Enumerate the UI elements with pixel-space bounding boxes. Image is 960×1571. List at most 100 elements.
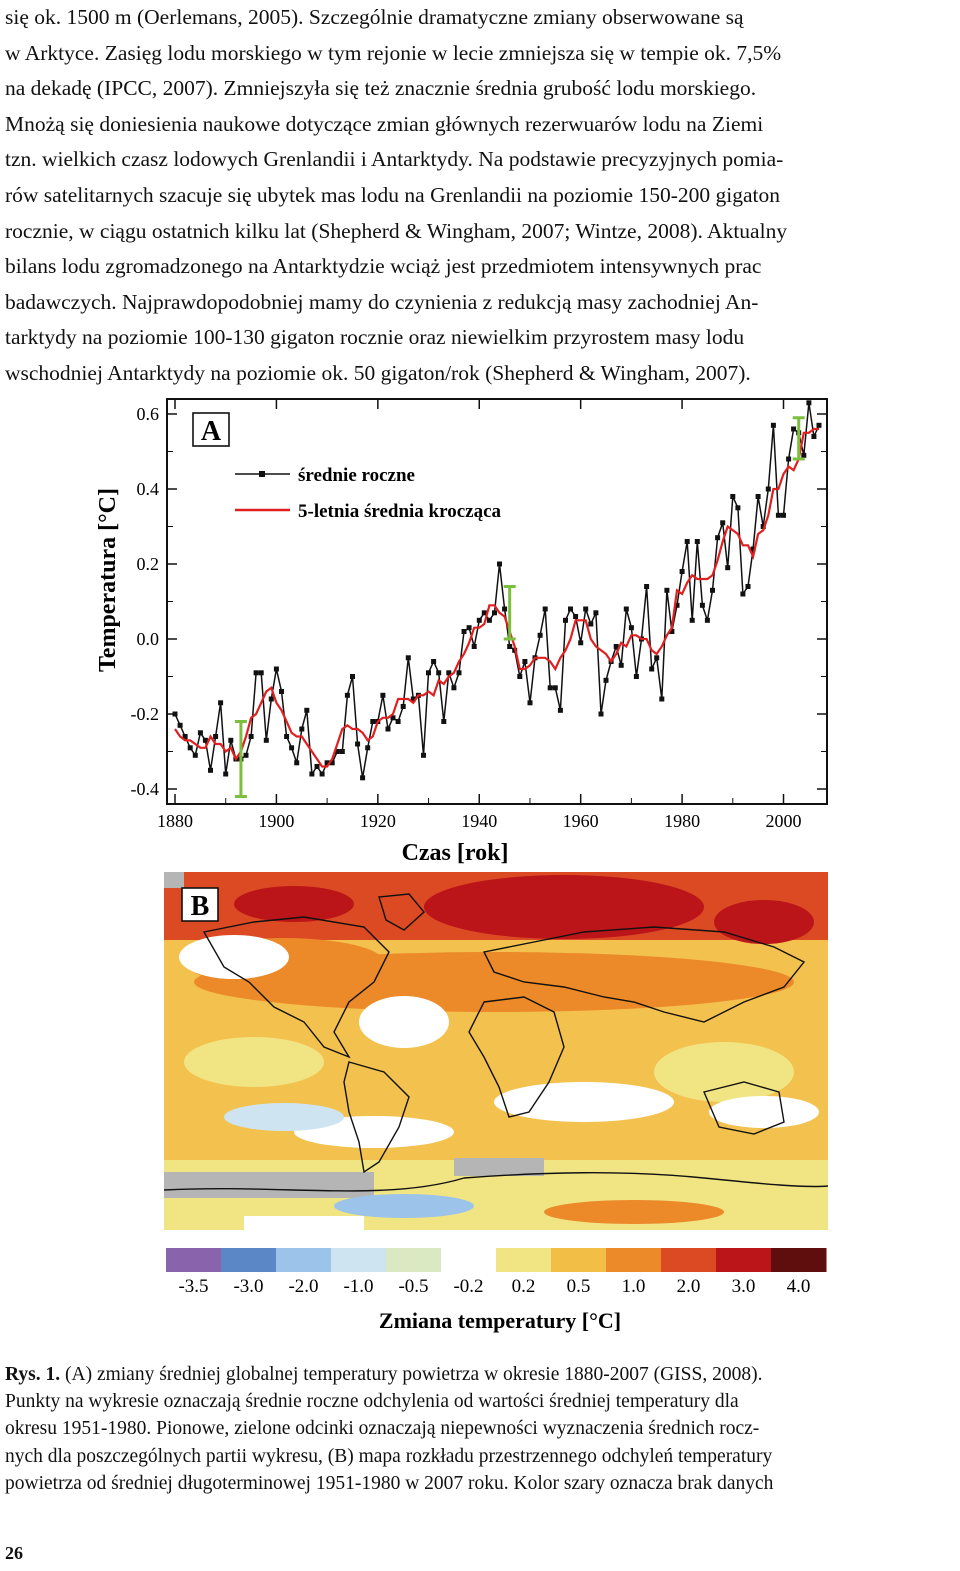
annual-point (268, 696, 274, 702)
colorbar: -3.5 -3.0 -2.0 -1.0 -0.5 -0.2 0.2 0.5 1.0 2.0 3.0 4… (166, 1248, 827, 1333)
annual-point (486, 617, 492, 623)
colorbar-tick-label: -0.2 (453, 1276, 483, 1297)
colorbar-cell (166, 1248, 222, 1272)
annual-point (370, 719, 376, 724)
annual-point (568, 606, 573, 612)
annual-point (456, 670, 462, 676)
series-moving-average-line (174, 427, 819, 768)
annual-point (294, 760, 300, 766)
colorbar-cell (276, 1248, 332, 1272)
annual-point (350, 674, 355, 679)
colorbar-tick-label: 4.0 (787, 1276, 811, 1297)
x-tick-label: 2000 (766, 811, 802, 831)
annual-point (395, 719, 401, 724)
annual-point (816, 422, 822, 428)
outline-eurasia (482, 926, 806, 1023)
outline-greenland (378, 893, 425, 931)
caption-line: okresu 1951-1980. Pionowe, zielone odcin… (5, 1418, 760, 1440)
annual-point (410, 696, 416, 702)
body-line: bilans lodu zgromadzonego na Antarktydzi… (5, 254, 762, 279)
y-tick-label: -0.2 (131, 704, 160, 724)
annual-point (730, 494, 736, 499)
annual-point (618, 662, 624, 668)
x-tick-label: 1920 (360, 811, 396, 831)
annual-point (628, 625, 634, 631)
region-antarctic-no-data (164, 1172, 374, 1198)
annual-point (497, 561, 502, 567)
region-siberia-warming (424, 875, 704, 939)
body-line: na dekadę (IPCC, 2007). Zmniejszyła się … (5, 76, 757, 101)
figure-caption: Rys. 1. (A) zmiany średniej globalnej te… (5, 1361, 953, 1497)
annual-point (324, 760, 330, 766)
annual-point (613, 644, 619, 649)
annual-point (669, 629, 675, 634)
region-east-warming (714, 900, 814, 944)
annual-point (704, 617, 710, 623)
x-tick-label: 1980 (664, 811, 700, 831)
outline-south-america (343, 1061, 410, 1174)
body-line: w Arktyce. Zasięg lodu morskiego w tym r… (5, 40, 782, 65)
panel-label-a: A (201, 416, 222, 447)
annual-point (745, 584, 751, 589)
y-tick-label: 0.2 (137, 554, 160, 574)
colorbar-tick-label: -2.0 (288, 1276, 318, 1297)
annual-point (248, 734, 254, 739)
caption-line: Punkty na wykresie oznaczają średnie roc… (5, 1391, 739, 1413)
region-cool-patch (224, 1103, 344, 1131)
annual-point (552, 685, 558, 691)
caption-line: nych dla poszczególnych partii wykresu, … (5, 1445, 773, 1467)
annual-point (720, 520, 726, 526)
colorbar-cell (661, 1248, 717, 1272)
annual-point (775, 512, 781, 518)
annual-point (339, 749, 345, 754)
temperature-chart: A 0.6 0.4 0.2 0.0 -0.2 -0.4 1880 1900 1920 1940 19… (95, 398, 828, 866)
annual-point (781, 512, 786, 518)
annual-point (603, 677, 609, 683)
annual-point (344, 692, 350, 698)
annual-point (547, 685, 553, 691)
colorbar-tick-label: -3.0 (233, 1276, 263, 1297)
annual-point (750, 546, 756, 552)
annual-point (710, 587, 715, 593)
annual-point (385, 726, 391, 732)
colorbar-cells (166, 1248, 827, 1272)
annual-point (765, 486, 771, 492)
colorbar-cell (331, 1248, 387, 1272)
legend-marker-annual (259, 471, 265, 477)
annual-point (253, 670, 259, 676)
annual-point (228, 737, 234, 743)
colorbar-cell (771, 1248, 827, 1272)
annual-point (578, 640, 584, 646)
panel-label-b: B (191, 891, 210, 922)
annual-point (806, 400, 812, 406)
x-tick-label: 1960 (563, 811, 599, 831)
annual-point (263, 737, 269, 743)
annual-point (177, 722, 183, 728)
annual-point (659, 696, 665, 702)
annual-point (694, 539, 700, 544)
annual-point (517, 674, 523, 679)
annual-point (644, 584, 650, 589)
annual-point (431, 659, 437, 664)
caption-label: Rys. 1. (5, 1364, 61, 1385)
annual-point (360, 775, 366, 781)
annual-point (208, 767, 213, 773)
region-indian-ocean (654, 1042, 794, 1102)
annual-point (319, 771, 325, 777)
region-south-pacific (709, 1096, 819, 1128)
annual-point (314, 764, 320, 769)
annual-point (649, 666, 655, 672)
plot-frame (166, 398, 828, 805)
annual-point (299, 726, 305, 732)
annual-point (365, 745, 371, 751)
axes: 0.6 0.4 0.2 0.0 -0.2 -0.4 1880 1900 1920 1940 1960… (131, 399, 827, 831)
panel-label-box (192, 412, 230, 447)
colorbar-panel: -3.5 -3.0 -2.0 -1.0 -0.5 -0.2 0.2 0.5 1.0 2.0 3.0 4… (160, 1240, 840, 1340)
annual-point (243, 752, 249, 758)
body-line: Mnożą się doniesienia naukowe dotyczące … (5, 111, 764, 136)
region-antarctic-cooling (334, 1194, 474, 1218)
body-line: tzn. wielkich czasz lodowych Grenlandii … (5, 147, 784, 172)
annual-point (583, 606, 589, 612)
annual-point (623, 606, 629, 612)
region-atlantic-neutral (359, 996, 449, 1048)
